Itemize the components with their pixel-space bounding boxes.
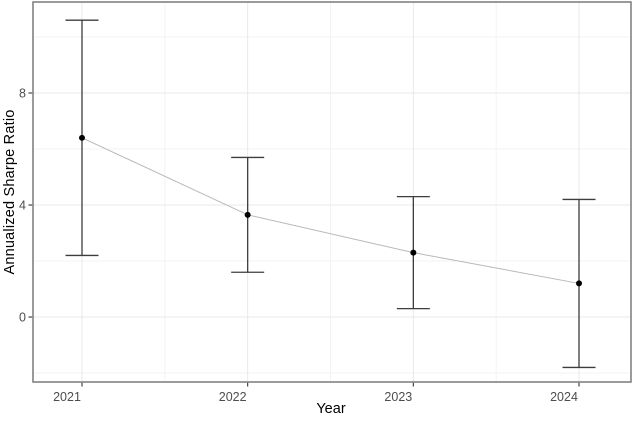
- y-axis-title: Annualized Sharpe Ratio: [2, 109, 18, 275]
- x-axis-title: Year: [316, 401, 346, 417]
- y-tick-label: 0: [19, 311, 26, 325]
- data-point: [244, 211, 251, 218]
- data-point: [79, 134, 85, 141]
- x-tick-label: 2021: [53, 390, 81, 404]
- x-tick-label: 2024: [550, 390, 578, 404]
- x-tick-label: 2022: [219, 390, 247, 404]
- trend-line: [81, 137, 580, 284]
- y-tick-label: 8: [19, 87, 26, 101]
- y-tick-label: 4: [19, 199, 26, 213]
- x-tick-label: 2023: [384, 390, 412, 404]
- panel-border: [32, 1, 632, 383]
- data-point: [576, 280, 583, 287]
- data-point: [410, 249, 417, 256]
